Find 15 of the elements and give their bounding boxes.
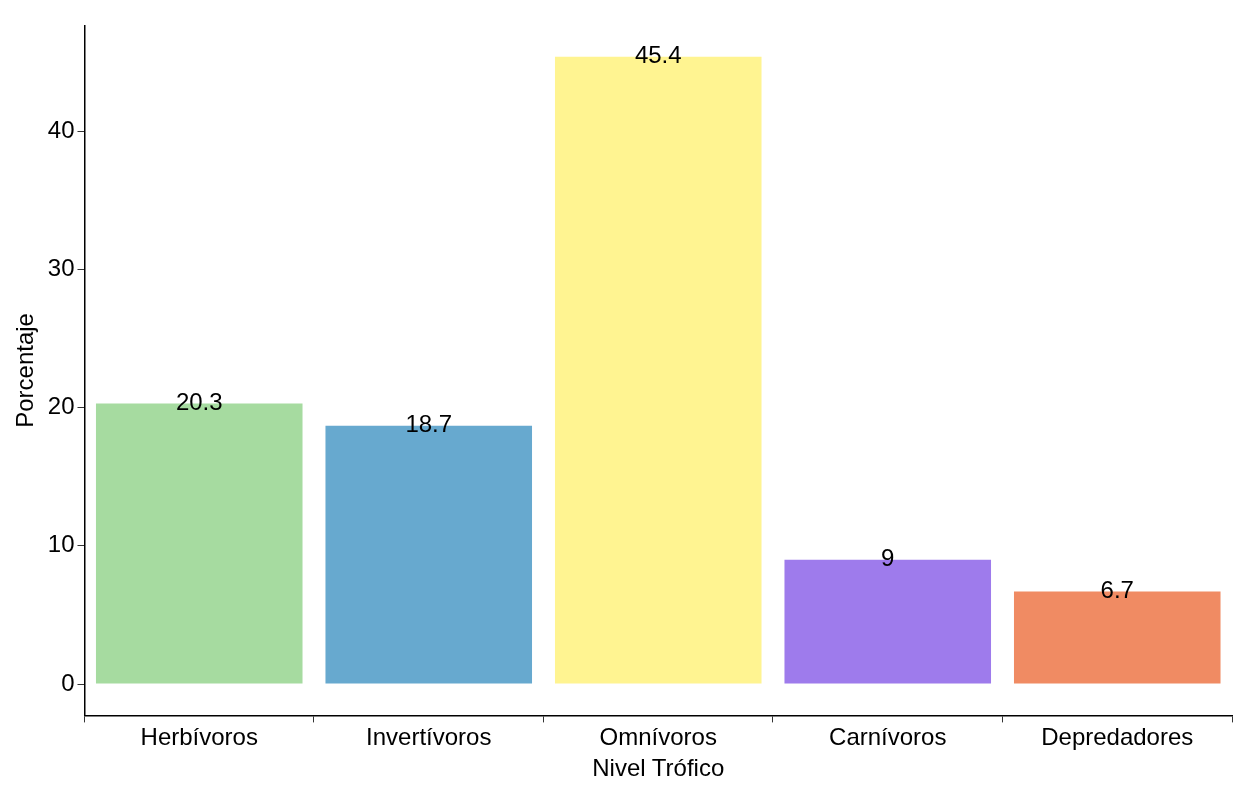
x-tick-label: Carnívoros [829,723,947,751]
x-tick-label: Depredadores [1041,723,1194,751]
data-label: 9 [881,544,895,572]
y-tick-label: 30 [47,254,75,282]
data-label: 20.3 [175,388,223,416]
y-tick-label: 0 [61,668,75,696]
x-tick-label: Herbívoros [140,723,258,751]
y-tick-label: 40 [47,116,75,143]
data-label: 45.4 [634,41,682,69]
x-tick-label: Omnívoros [599,723,717,751]
y-tick-label: 10 [47,530,75,558]
y-axis-title: Porcentaje [11,313,39,428]
x-tick-label: Invertívoros [366,723,492,751]
x-axis-title: Nivel Trófico [592,754,725,782]
y-tick-label: 20 [47,392,75,420]
